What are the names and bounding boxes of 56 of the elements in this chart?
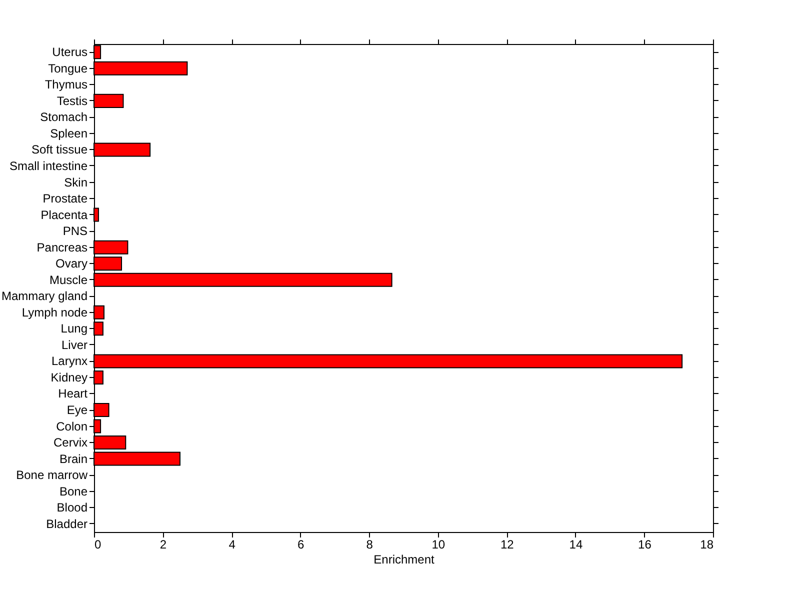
y-tick-label: Bladder	[46, 516, 88, 531]
x-tick-label: 4	[228, 538, 236, 552]
y-tick-label: Thymus	[44, 78, 88, 92]
y-tick-label: Lymph node	[22, 305, 88, 320]
y-tick-label: Pancreas	[36, 240, 88, 254]
bar	[94, 452, 180, 466]
bar	[94, 370, 104, 384]
x-axis-title: Enrichment	[374, 552, 436, 566]
x-tick-label: 16	[638, 538, 652, 552]
x-tick-label: 12	[500, 538, 514, 552]
y-tick-label: Prostate	[42, 192, 88, 206]
bar	[94, 94, 124, 108]
x-tick-label: 6	[297, 538, 304, 552]
y-tick-label: Larynx	[51, 354, 88, 368]
y-tick-label: Uterus	[52, 45, 88, 60]
y-tick-label: Soft tissue	[31, 142, 88, 157]
y-tick-label: Lung	[60, 322, 88, 336]
y-tick-label: Heart	[58, 386, 88, 401]
y-tick-label: Skin	[64, 175, 88, 190]
y-tick-label: Ovary	[55, 256, 88, 271]
bar	[94, 354, 683, 368]
bar	[94, 322, 104, 336]
y-tick-label: Bone	[59, 484, 88, 498]
y-tick-label: PNS	[62, 224, 88, 238]
bar	[94, 402, 110, 418]
y-tick-label: Bone marrow	[16, 468, 88, 482]
y-tick-label: Colon	[56, 419, 88, 434]
bar	[94, 256, 122, 271]
x-tick-label: 0	[94, 538, 102, 552]
bar	[94, 419, 102, 434]
bar	[94, 305, 104, 320]
y-tick-label: Tongue	[48, 61, 88, 76]
y-tick-label: Liver	[61, 338, 88, 352]
bar	[94, 208, 99, 222]
x-tick-label: 10	[432, 538, 446, 552]
y-tick-label: Blood	[56, 500, 88, 515]
bar	[94, 142, 151, 157]
x-tick-label: 8	[366, 538, 374, 552]
x-tick-label: 18	[700, 538, 714, 552]
y-tick-label: Muscle	[49, 272, 88, 287]
x-tick-label: 2	[160, 538, 167, 552]
y-tick-label: Mammary gland	[1, 289, 88, 304]
y-tick-label: Placenta	[40, 208, 88, 222]
bar	[94, 436, 126, 450]
y-tick-label: Cervix	[53, 436, 88, 450]
x-tick-label: 14	[569, 538, 583, 552]
bar	[94, 61, 188, 76]
y-tick-label: Stomach	[40, 110, 88, 124]
bar	[94, 272, 392, 287]
y-tick-label: Small intestine	[9, 159, 88, 173]
y-tick-label: Kidney	[50, 370, 88, 384]
y-tick-label: Brain	[59, 452, 88, 466]
y-tick-label: Eye	[66, 403, 88, 417]
y-tick-label: Testis	[56, 94, 88, 108]
bar	[94, 240, 128, 254]
y-tick-label: Spleen	[50, 126, 88, 140]
